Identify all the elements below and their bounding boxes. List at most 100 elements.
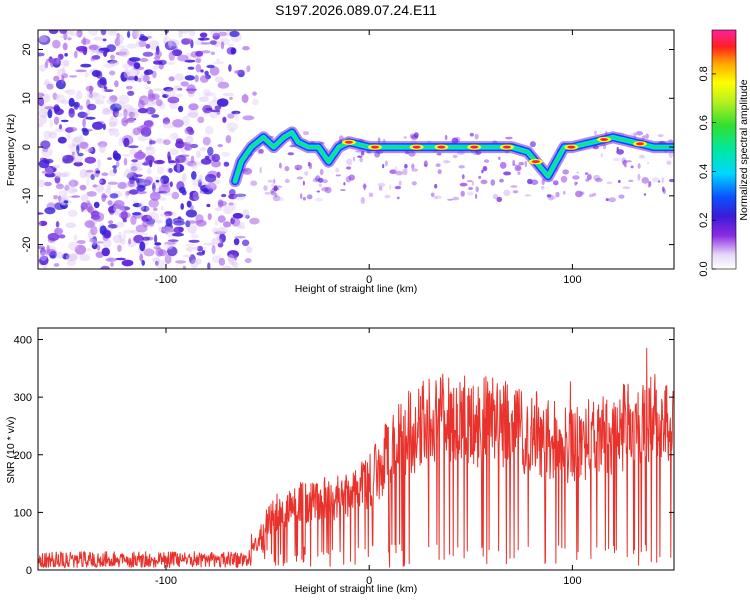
noise-blob (239, 225, 246, 230)
noise-blob (227, 113, 235, 119)
ridge-speckle (516, 166, 522, 170)
noise-blob (132, 212, 142, 216)
noise-blob (190, 163, 198, 169)
noise-blob (109, 193, 119, 199)
noise-blob (142, 236, 151, 241)
y-tick-label: 200 (14, 450, 32, 462)
ridge-peak-core (636, 142, 644, 146)
ridge-speckle (395, 170, 403, 176)
ridge-speckle (377, 182, 386, 187)
ridge-speckle (284, 165, 290, 172)
ridge-speckle (279, 162, 282, 169)
ridge-speckle (529, 141, 536, 148)
noise-blob (41, 147, 53, 158)
noise-blob (102, 238, 112, 248)
noise-blob (110, 262, 114, 267)
noise-blob (168, 239, 179, 242)
noise-blob (129, 148, 138, 156)
noise-blob (145, 205, 150, 212)
ridge-speckle (315, 197, 324, 202)
noise-blob (61, 171, 71, 178)
noise-blob (148, 198, 159, 208)
noise-blob (192, 246, 199, 250)
noise-blob (231, 217, 241, 227)
noise-blob (76, 90, 83, 100)
noise-blob (38, 220, 48, 226)
ridge-speckle (267, 179, 273, 183)
noise-blob (197, 179, 203, 188)
ridge-speckle (612, 157, 621, 162)
noise-blob (138, 201, 145, 212)
noise-blob (188, 103, 199, 111)
ridge-speckle (524, 160, 528, 168)
noise-blob (241, 239, 250, 247)
noise-blob (154, 50, 162, 58)
ridge-speckle (553, 180, 559, 186)
y-tick-label: 20 (21, 43, 33, 55)
noise-blob (105, 257, 117, 262)
noise-blob (152, 182, 156, 193)
ridge-speckle (572, 175, 580, 180)
noise-blob (66, 131, 71, 140)
noise-blob (210, 51, 216, 55)
noise-blob (128, 57, 141, 62)
noise-blob (59, 30, 68, 34)
noise-blob (145, 176, 154, 185)
noise-blob (54, 171, 62, 179)
noise-blob (185, 135, 194, 145)
noise-blob (123, 68, 130, 79)
noise-blob (169, 181, 173, 188)
noise-blob (229, 96, 233, 100)
noise-blob (145, 146, 156, 156)
ridge-speckle (402, 168, 408, 176)
noise-blob (68, 241, 79, 251)
noise-blob (91, 242, 98, 250)
noise-blob (128, 189, 139, 195)
ridge-speckle (505, 136, 513, 140)
noise-blob (181, 173, 187, 183)
ridge-speckle (514, 164, 522, 172)
ridge-speckle (641, 177, 649, 184)
noise-blob (216, 98, 229, 107)
noise-blob (188, 30, 196, 37)
noise-blob (214, 207, 223, 211)
noise-blob (125, 85, 133, 90)
ridge-speckle (384, 194, 391, 199)
noise-blob (190, 234, 199, 239)
noise-blob (115, 51, 128, 56)
ridge-speckle (616, 149, 624, 155)
noise-blob (105, 188, 112, 195)
ridge-speckle (259, 166, 262, 174)
ridge-speckle (270, 189, 275, 193)
noise-blob (221, 151, 230, 157)
noise-blob (227, 254, 235, 263)
noise-blob (172, 119, 184, 128)
noise-blob (54, 227, 63, 235)
noise-blob (106, 184, 112, 190)
noise-blob (135, 180, 144, 183)
noise-blob (88, 44, 99, 51)
noise-blob (186, 200, 192, 208)
noise-blob (58, 195, 62, 202)
ridge-speckle (271, 187, 280, 191)
noise-blob (164, 241, 176, 245)
ridge-speckle (643, 193, 647, 196)
noise-blob (159, 197, 166, 201)
ridge-speckle (608, 197, 616, 203)
noise-blob (138, 149, 143, 154)
noise-blob (164, 254, 172, 264)
ridge-speckle (275, 185, 283, 188)
noise-blob (158, 226, 163, 232)
noise-blob (58, 35, 71, 38)
noise-blob (101, 247, 111, 257)
noise-blob (139, 253, 144, 262)
ridge-speckle (574, 181, 577, 186)
noise-blob (213, 95, 217, 103)
ridge-speckle (264, 191, 271, 195)
ridge-peak-core (412, 145, 421, 149)
noise-blob (38, 179, 45, 188)
ridge-speckle (517, 171, 521, 175)
noise-blob (118, 231, 122, 240)
noise-blob (137, 99, 145, 109)
y-tick-label: 0 (26, 565, 32, 577)
